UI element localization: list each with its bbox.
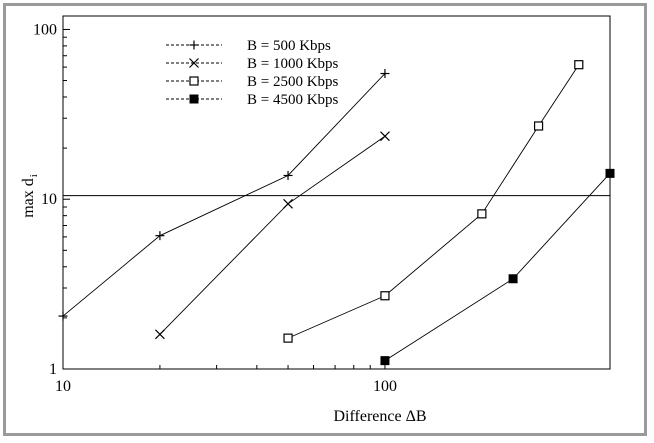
data-point-cross <box>154 329 165 340</box>
data-point-open-square <box>380 291 390 301</box>
data-point-plus <box>155 231 165 241</box>
x-tick-label: 10 <box>55 378 71 395</box>
y-tick-label: 10 <box>41 191 57 208</box>
data-point-cross <box>380 131 390 142</box>
y-tick-label: 100 <box>33 21 57 38</box>
y-tick-label: 1 <box>49 361 57 378</box>
legend-item: B = 500 Kbps <box>166 38 331 54</box>
legend-marker-open-square <box>189 76 199 86</box>
legend-label: B = 1000 Kbps <box>247 56 339 72</box>
series-plus <box>58 69 390 321</box>
data-point-cross <box>283 198 293 209</box>
data-point-open-square <box>477 209 487 219</box>
plot-area <box>62 15 611 370</box>
chart-frame <box>3 3 647 436</box>
legend-marker-plus <box>189 40 199 50</box>
data-point-filled-square <box>605 168 615 178</box>
data-point-plus <box>380 69 390 79</box>
data-point-plus <box>58 311 68 321</box>
legend-label: B = 500 Kbps <box>247 38 331 54</box>
x-tick-label: 100 <box>373 378 397 395</box>
legend-marker-cross <box>189 58 199 68</box>
y-axis-label-subscript: i <box>28 174 40 177</box>
data-point-open-square <box>533 121 544 131</box>
data-point-open-square <box>283 333 293 343</box>
legend-item: B = 1000 Kbps <box>166 56 339 72</box>
series-line <box>62 73 386 317</box>
data-point-open-square <box>574 60 584 70</box>
data-point-plus <box>283 170 293 180</box>
series-filled-square <box>380 168 615 366</box>
series-cross <box>154 131 390 340</box>
legend-label: B = 4500 Kbps <box>247 92 339 108</box>
x-axis-label: Difference ΔB <box>333 408 426 425</box>
legend-label: B = 2500 Kbps <box>247 74 339 90</box>
legend-item: B = 2500 Kbps <box>166 74 339 90</box>
series-line <box>159 135 386 335</box>
legend-marker-filled-square <box>189 94 199 104</box>
y-axis-label-main: max d <box>20 178 37 218</box>
y-axis-label: max di <box>20 174 40 218</box>
series-open-square <box>283 60 584 343</box>
legend-item: B = 4500 Kbps <box>166 92 339 108</box>
data-point-filled-square <box>508 274 518 284</box>
